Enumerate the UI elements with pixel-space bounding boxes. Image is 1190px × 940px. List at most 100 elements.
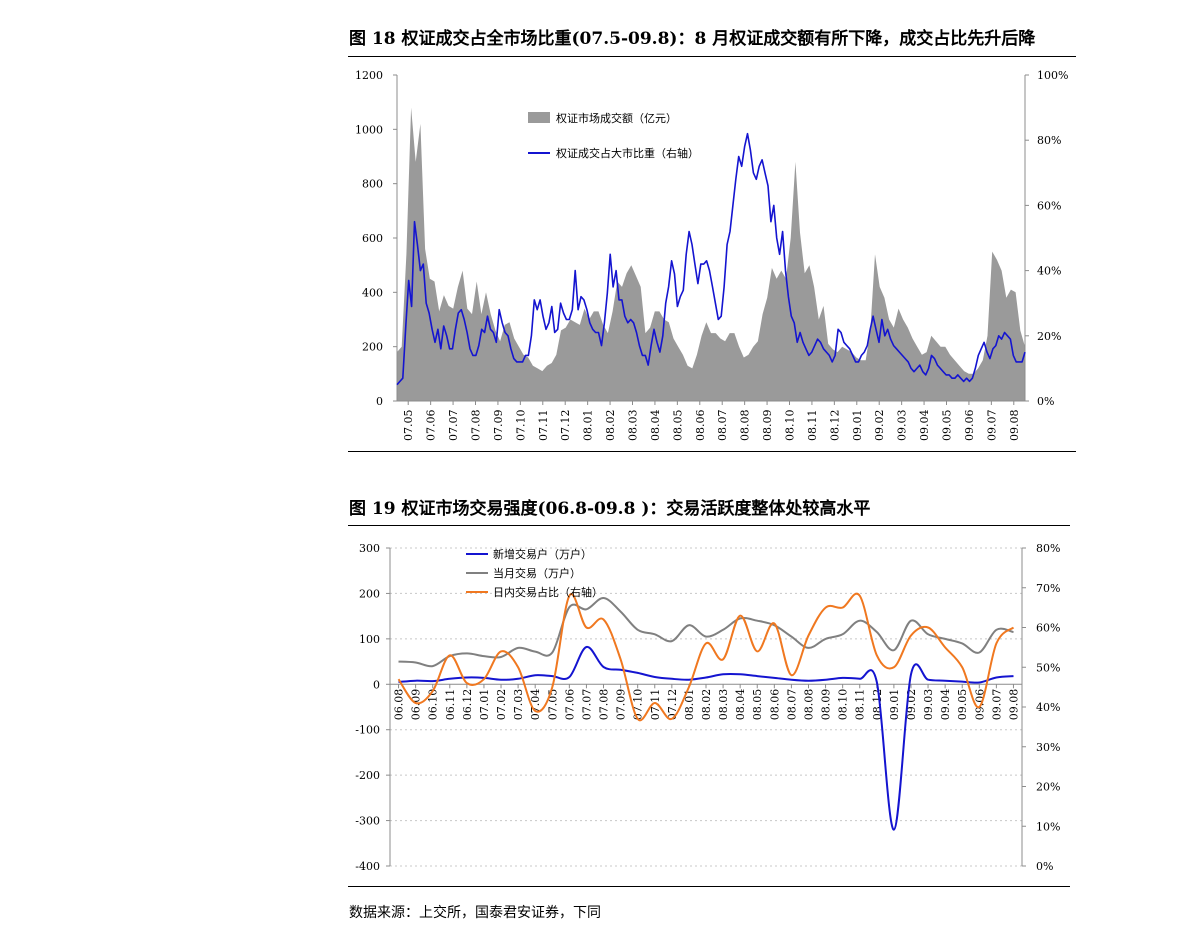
- legend-label-3: 日内交易占比（右轴）: [493, 585, 603, 599]
- x-tick-label: 09.04: [918, 410, 931, 442]
- left-tick-label: -400: [355, 860, 380, 873]
- x-tick-label: 08.03: [627, 410, 640, 442]
- right-tick-label: 30%: [1036, 741, 1060, 754]
- x-tick-label: 07.05: [402, 410, 415, 442]
- x-tick-label: 07.08: [470, 410, 483, 442]
- left-tick-label: 800: [362, 178, 383, 191]
- x-tick-label: 08.04: [734, 689, 747, 721]
- x-tick-label: 07.08: [598, 689, 611, 721]
- x-tick-label: 07.07: [580, 689, 593, 721]
- legend-label-1: 新增交易户（万户）: [493, 547, 592, 561]
- x-tick-label: 09.05: [956, 689, 969, 721]
- x-tick-label: 08.01: [683, 689, 696, 721]
- legend-swatch-area: [528, 112, 550, 123]
- legend-label-line: 权证成交占大市比重（右轴）: [556, 146, 699, 160]
- x-tick-label: 08.05: [671, 410, 684, 442]
- x-tick-label: 08.10: [837, 689, 850, 721]
- series-line-monthly-accounts: [398, 597, 1014, 668]
- left-tick-label: 300: [359, 542, 380, 555]
- x-tick-label: 07.12: [666, 689, 679, 721]
- x-tick-label: 07.09: [615, 689, 628, 721]
- x-tick-label: 09.07: [990, 689, 1003, 721]
- x-tick-label: 08.11: [806, 410, 819, 442]
- x-tick-label: 09.07: [985, 409, 998, 441]
- x-tick-label: 07.11: [537, 410, 550, 442]
- right-tick-label: 50%: [1036, 661, 1060, 674]
- legend-label-2: 当月交易（万户）: [493, 566, 581, 580]
- x-tick-label: 08.08: [802, 689, 815, 721]
- x-tick-label: 07.10: [632, 689, 645, 721]
- right-tick-label: 100%: [1037, 69, 1068, 82]
- figure-19-title: 图 19 权证市场交易强度(06.8-09.8 )：交易活跃度整体处较高水平: [349, 499, 871, 519]
- left-tick-label: 400: [362, 286, 383, 299]
- x-tick-label: 08.08: [739, 410, 752, 442]
- right-tick-label: 0%: [1037, 395, 1054, 408]
- left-tick-label: -200: [355, 769, 380, 782]
- series-line-warrant-share: [396, 132, 1026, 386]
- x-tick-label: 08.10: [784, 410, 797, 442]
- x-tick-label: 06.12: [461, 689, 474, 721]
- x-tick-label: 07.06: [425, 410, 438, 442]
- source-note: 数据来源：上交所，国泰君安证券，下同: [349, 905, 601, 921]
- right-tick-label: 60%: [1037, 199, 1061, 212]
- x-tick-label: 08.04: [649, 410, 662, 442]
- left-tick-label: 1000: [355, 123, 383, 136]
- right-tick-label: 0%: [1036, 860, 1053, 873]
- left-tick-label: -300: [355, 815, 380, 828]
- x-tick-label: 08.03: [717, 689, 730, 721]
- x-tick-label: 08.01: [582, 410, 595, 442]
- right-tick-label: 10%: [1036, 820, 1060, 833]
- figure-18-title: 图 18 权证成交占全市场比重(07.5-09.8)：8 月权证成交额有所下降，…: [349, 29, 1036, 49]
- right-tick-label: 40%: [1037, 265, 1061, 278]
- x-tick-label: 08.05: [751, 689, 764, 721]
- x-tick-label: 06.10: [427, 689, 440, 721]
- x-tick-label: 08.06: [768, 689, 781, 721]
- x-tick-label: 06.08: [393, 689, 406, 721]
- figure-18-bottom-rule: [348, 451, 1076, 452]
- x-tick-label: 07.12: [559, 410, 572, 442]
- right-tick-label: 20%: [1036, 781, 1060, 794]
- left-tick-label: 600: [362, 232, 383, 245]
- x-tick-label: 08.02: [604, 410, 617, 442]
- left-tick-label: -100: [355, 724, 380, 737]
- x-tick-label: 08.06: [694, 410, 707, 442]
- right-tick-label: 80%: [1036, 542, 1060, 555]
- x-tick-label: 07.05: [546, 689, 559, 721]
- x-tick-label: 09.03: [896, 410, 909, 442]
- x-tick-label: 09.02: [873, 410, 886, 442]
- x-tick-label: 09.06: [963, 410, 976, 442]
- x-tick-label: 09.03: [922, 689, 935, 721]
- x-tick-label: 07.10: [514, 410, 527, 442]
- x-tick-label: 08.02: [700, 689, 713, 721]
- legend-label-area: 权证市场成交额（亿元）: [556, 111, 677, 125]
- x-tick-label: 07.06: [563, 689, 576, 721]
- x-tick-label: 08.09: [761, 410, 774, 442]
- x-tick-label: 07.01: [478, 689, 491, 720]
- left-tick-label: 100: [359, 633, 380, 646]
- x-tick-label: 07.03: [512, 689, 525, 721]
- left-tick-label: 0: [376, 395, 383, 408]
- right-tick-label: 60%: [1036, 622, 1060, 635]
- right-tick-label: 40%: [1036, 701, 1060, 714]
- x-tick-label: 09.01: [851, 410, 864, 442]
- x-tick-label: 09.08: [1007, 689, 1020, 721]
- x-tick-label: 08.07: [785, 689, 798, 721]
- x-tick-label: 08.12: [828, 410, 841, 442]
- right-tick-label: 70%: [1036, 582, 1060, 595]
- x-tick-label: 07.07: [447, 410, 460, 442]
- x-tick-label: 07.11: [649, 689, 662, 721]
- x-tick-label: 09.05: [941, 410, 954, 442]
- x-tick-label: 07.09: [492, 409, 505, 441]
- x-tick-label: 09.08: [1008, 410, 1021, 441]
- right-tick-label: 80%: [1037, 134, 1061, 147]
- series-area-warrant-turnover: [397, 107, 1025, 401]
- series-line-intraday-share: [397, 592, 1015, 722]
- figure-19-bottom-rule: [348, 886, 1070, 887]
- x-tick-label: 08.09: [820, 689, 833, 721]
- x-tick-label: 09.04: [939, 689, 952, 721]
- left-tick-label: 200: [362, 341, 383, 354]
- x-tick-label: 08.07: [716, 410, 729, 442]
- x-tick-label: 07.02: [495, 689, 508, 721]
